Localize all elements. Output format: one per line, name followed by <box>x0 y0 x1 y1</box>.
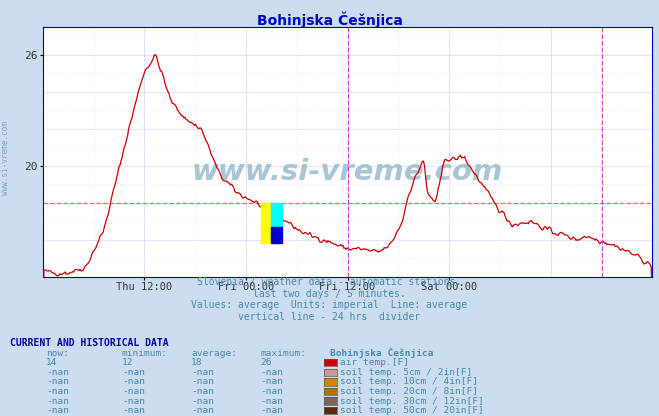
Text: vertical line - 24 hrs  divider: vertical line - 24 hrs divider <box>239 312 420 322</box>
Text: air temp.[F]: air temp.[F] <box>340 358 409 367</box>
Text: Values: average  Units: imperial  Line: average: Values: average Units: imperial Line: av… <box>191 300 468 310</box>
Text: maximum:: maximum: <box>260 349 306 358</box>
Text: average:: average: <box>191 349 237 358</box>
Text: 14: 14 <box>46 358 57 367</box>
Text: -nan: -nan <box>46 406 69 415</box>
Text: Slovenia / weather data - automatic stations.: Slovenia / weather data - automatic stat… <box>197 277 462 287</box>
Bar <box>272 227 282 243</box>
Text: -nan: -nan <box>191 387 214 396</box>
Text: -nan: -nan <box>46 377 69 386</box>
Text: minimum:: minimum: <box>122 349 168 358</box>
Text: -nan: -nan <box>260 368 283 377</box>
Text: now:: now: <box>46 349 69 358</box>
Text: -nan: -nan <box>191 368 214 377</box>
Text: Bohinjska Češnjica: Bohinjska Češnjica <box>330 347 433 358</box>
Text: 12: 12 <box>122 358 133 367</box>
Text: -nan: -nan <box>122 377 145 386</box>
Text: -nan: -nan <box>260 396 283 406</box>
Text: -nan: -nan <box>191 406 214 415</box>
Text: -nan: -nan <box>122 368 145 377</box>
Text: Bohinjska Češnjica: Bohinjska Češnjica <box>256 12 403 28</box>
Bar <box>261 203 272 243</box>
Text: www.si-vreme.com: www.si-vreme.com <box>1 121 10 195</box>
Text: 18: 18 <box>191 358 202 367</box>
Text: last two days / 5 minutes.: last two days / 5 minutes. <box>253 289 406 299</box>
Text: soil temp. 50cm / 20in[F]: soil temp. 50cm / 20in[F] <box>340 406 484 415</box>
Text: soil temp. 30cm / 12in[F]: soil temp. 30cm / 12in[F] <box>340 396 484 406</box>
Text: soil temp. 10cm / 4in[F]: soil temp. 10cm / 4in[F] <box>340 377 478 386</box>
Text: -nan: -nan <box>191 396 214 406</box>
Text: soil temp. 5cm / 2in[F]: soil temp. 5cm / 2in[F] <box>340 368 473 377</box>
Text: -nan: -nan <box>46 387 69 396</box>
Text: -nan: -nan <box>260 406 283 415</box>
Text: -nan: -nan <box>260 377 283 386</box>
Text: www.si-vreme.com: www.si-vreme.com <box>192 158 503 186</box>
Bar <box>272 203 282 227</box>
Text: soil temp. 20cm / 8in[F]: soil temp. 20cm / 8in[F] <box>340 387 478 396</box>
Text: 26: 26 <box>260 358 272 367</box>
Text: -nan: -nan <box>46 396 69 406</box>
Text: -nan: -nan <box>260 387 283 396</box>
Text: -nan: -nan <box>122 396 145 406</box>
Text: -nan: -nan <box>122 406 145 415</box>
Text: CURRENT AND HISTORICAL DATA: CURRENT AND HISTORICAL DATA <box>10 338 169 348</box>
Text: -nan: -nan <box>122 387 145 396</box>
Text: -nan: -nan <box>191 377 214 386</box>
Text: -nan: -nan <box>46 368 69 377</box>
